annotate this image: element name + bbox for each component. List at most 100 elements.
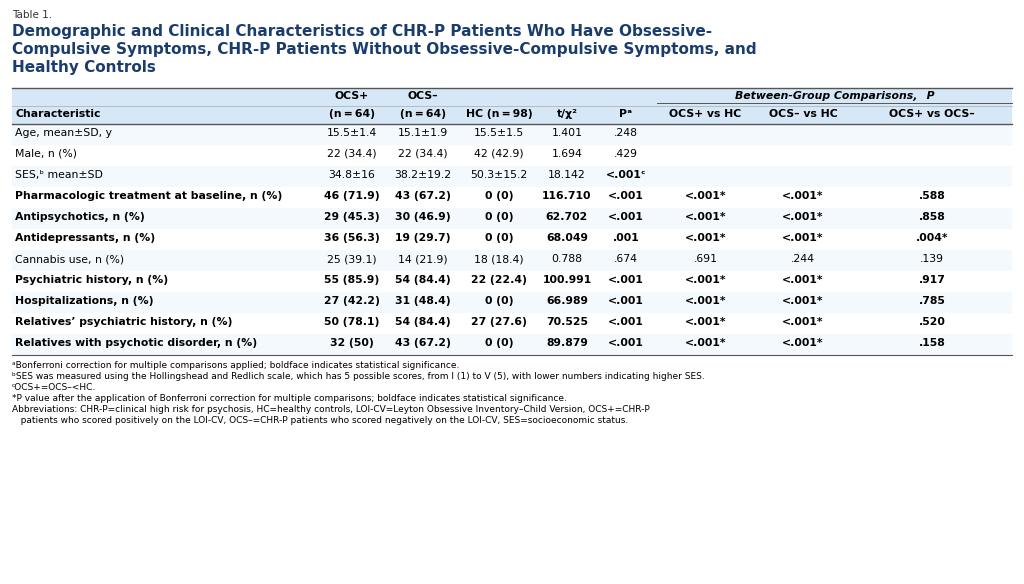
Bar <box>12 313 1012 334</box>
Text: <.001*: <.001* <box>685 233 726 243</box>
Text: .674: .674 <box>614 254 638 264</box>
Text: Compulsive Symptoms, CHR-P Patients Without Obsessive-Compulsive Symptoms, and: Compulsive Symptoms, CHR-P Patients With… <box>12 42 757 57</box>
Text: Pharmacologic treatment at baseline, n (%): Pharmacologic treatment at baseline, n (… <box>15 191 283 201</box>
Text: *P value after the application of Bonferroni correction for multiple comparisons: *P value after the application of Bonfer… <box>12 394 567 403</box>
Text: 38.2±19.2: 38.2±19.2 <box>394 170 452 180</box>
Text: <.001*: <.001* <box>685 338 726 348</box>
Text: 15.1±1.9: 15.1±1.9 <box>398 128 449 138</box>
Text: Between-Group Comparisons,  P: Between-Group Comparisons, P <box>734 91 934 101</box>
Text: ᵇSES was measured using the Hollingshead and Redlich scale, which has 5 possible: ᵇSES was measured using the Hollingshead… <box>12 372 705 381</box>
Text: Relatives with psychotic disorder, n (%): Relatives with psychotic disorder, n (%) <box>15 338 257 348</box>
Text: 43 (67.2): 43 (67.2) <box>395 338 451 348</box>
Text: 0 (0): 0 (0) <box>484 191 513 201</box>
Text: HC (n = 98): HC (n = 98) <box>466 109 532 119</box>
Text: 50 (78.1): 50 (78.1) <box>325 317 380 327</box>
Text: .244: .244 <box>791 254 815 264</box>
Text: OCS+ vs HC: OCS+ vs HC <box>670 109 741 119</box>
Text: 43 (67.2): 43 (67.2) <box>395 191 451 201</box>
Text: <.001: <.001 <box>608 191 644 201</box>
Text: .158: .158 <box>919 338 945 348</box>
Bar <box>12 229 1012 250</box>
Text: <.001*: <.001* <box>685 275 726 285</box>
Text: Healthy Controls: Healthy Controls <box>12 60 156 75</box>
Text: 54 (84.4): 54 (84.4) <box>395 275 451 285</box>
Text: 29 (45.3): 29 (45.3) <box>325 212 380 222</box>
Text: 42 (42.9): 42 (42.9) <box>474 149 524 159</box>
Text: 70.525: 70.525 <box>546 317 588 327</box>
Text: .001: .001 <box>612 233 639 243</box>
Text: .248: .248 <box>614 128 638 138</box>
Bar <box>12 88 1012 355</box>
Text: Male, n (%): Male, n (%) <box>15 149 77 159</box>
Text: <.001ᶜ: <.001ᶜ <box>606 170 646 180</box>
Text: 46 (71.9): 46 (71.9) <box>325 191 380 201</box>
Text: 54 (84.4): 54 (84.4) <box>395 317 451 327</box>
Text: 30 (46.9): 30 (46.9) <box>395 212 451 222</box>
Text: patients who scored positively on the LOI-CV, OCS–=CHR-P patients who scored neg: patients who scored positively on the LO… <box>12 416 629 425</box>
Text: .429: .429 <box>614 149 638 159</box>
Text: 18 (18.4): 18 (18.4) <box>474 254 524 264</box>
Text: <.001*: <.001* <box>782 275 823 285</box>
Text: 36 (56.3): 36 (56.3) <box>325 233 380 243</box>
Text: .691: .691 <box>693 254 718 264</box>
Bar <box>12 250 1012 271</box>
Text: 50.3±15.2: 50.3±15.2 <box>470 170 527 180</box>
Text: 15.5±1.5: 15.5±1.5 <box>474 128 524 138</box>
Text: 55 (85.9): 55 (85.9) <box>325 275 380 285</box>
Text: 31 (48.4): 31 (48.4) <box>395 296 451 306</box>
Text: 27 (42.2): 27 (42.2) <box>324 296 380 306</box>
Bar <box>12 334 1012 355</box>
Text: 19 (29.7): 19 (29.7) <box>395 233 451 243</box>
Text: SES,ᵇ mean±SD: SES,ᵇ mean±SD <box>15 170 102 180</box>
Text: <.001: <.001 <box>608 275 644 285</box>
Text: (n = 64): (n = 64) <box>329 109 375 119</box>
Text: 32 (50): 32 (50) <box>330 338 374 348</box>
Text: Relatives’ psychiatric history, n (%): Relatives’ psychiatric history, n (%) <box>15 317 232 327</box>
Text: t/χ²: t/χ² <box>556 109 578 119</box>
Text: <.001*: <.001* <box>685 317 726 327</box>
Text: 0 (0): 0 (0) <box>484 233 513 243</box>
Text: .917: .917 <box>919 275 945 285</box>
Text: <.001*: <.001* <box>685 212 726 222</box>
Text: 62.702: 62.702 <box>546 212 588 222</box>
Text: <.001*: <.001* <box>782 338 823 348</box>
Text: 116.710: 116.710 <box>543 191 592 201</box>
Bar <box>12 124 1012 145</box>
Text: Characteristic: Characteristic <box>15 109 100 119</box>
Text: 0 (0): 0 (0) <box>484 296 513 306</box>
Text: <.001*: <.001* <box>782 233 823 243</box>
Bar <box>12 271 1012 292</box>
Text: <.001*: <.001* <box>782 212 823 222</box>
Text: <.001: <.001 <box>608 317 644 327</box>
Text: 27 (27.6): 27 (27.6) <box>471 317 527 327</box>
Text: 14 (21.9): 14 (21.9) <box>398 254 447 264</box>
Text: .004*: .004* <box>915 233 948 243</box>
Text: Pᵃ: Pᵃ <box>620 109 633 119</box>
Text: Age, mean±SD, y: Age, mean±SD, y <box>15 128 112 138</box>
Text: .139: .139 <box>920 254 944 264</box>
Text: 18.142: 18.142 <box>548 170 586 180</box>
Text: 0 (0): 0 (0) <box>484 338 513 348</box>
Text: 22 (34.4): 22 (34.4) <box>328 149 377 159</box>
Text: (n = 64): (n = 64) <box>400 109 446 119</box>
Text: OCS–: OCS– <box>408 91 438 101</box>
Text: <.001: <.001 <box>608 212 644 222</box>
Text: Antidepressants, n (%): Antidepressants, n (%) <box>15 233 155 243</box>
Text: Antipsychotics, n (%): Antipsychotics, n (%) <box>15 212 144 222</box>
Text: 22 (34.4): 22 (34.4) <box>398 149 447 159</box>
Text: OCS+: OCS+ <box>335 91 369 101</box>
Text: ᶜOCS+=OCS–<HC.: ᶜOCS+=OCS–<HC. <box>12 383 96 392</box>
Text: ᵃBonferroni correction for multiple comparisons applied; boldface indicates stat: ᵃBonferroni correction for multiple comp… <box>12 361 460 370</box>
Text: Hospitalizations, n (%): Hospitalizations, n (%) <box>15 296 154 306</box>
Text: 34.8±16: 34.8±16 <box>329 170 376 180</box>
Bar <box>12 187 1012 208</box>
Text: 15.5±1.4: 15.5±1.4 <box>327 128 377 138</box>
Text: <.001: <.001 <box>608 338 644 348</box>
Text: 25 (39.1): 25 (39.1) <box>328 254 377 264</box>
Text: <.001*: <.001* <box>685 191 726 201</box>
Bar <box>12 145 1012 166</box>
Text: <.001: <.001 <box>608 296 644 306</box>
Text: Abbreviations: CHR-P=clinical high risk for psychosis, HC=healthy controls, LOI-: Abbreviations: CHR-P=clinical high risk … <box>12 405 650 414</box>
Text: Psychiatric history, n (%): Psychiatric history, n (%) <box>15 275 168 285</box>
Bar <box>12 292 1012 313</box>
